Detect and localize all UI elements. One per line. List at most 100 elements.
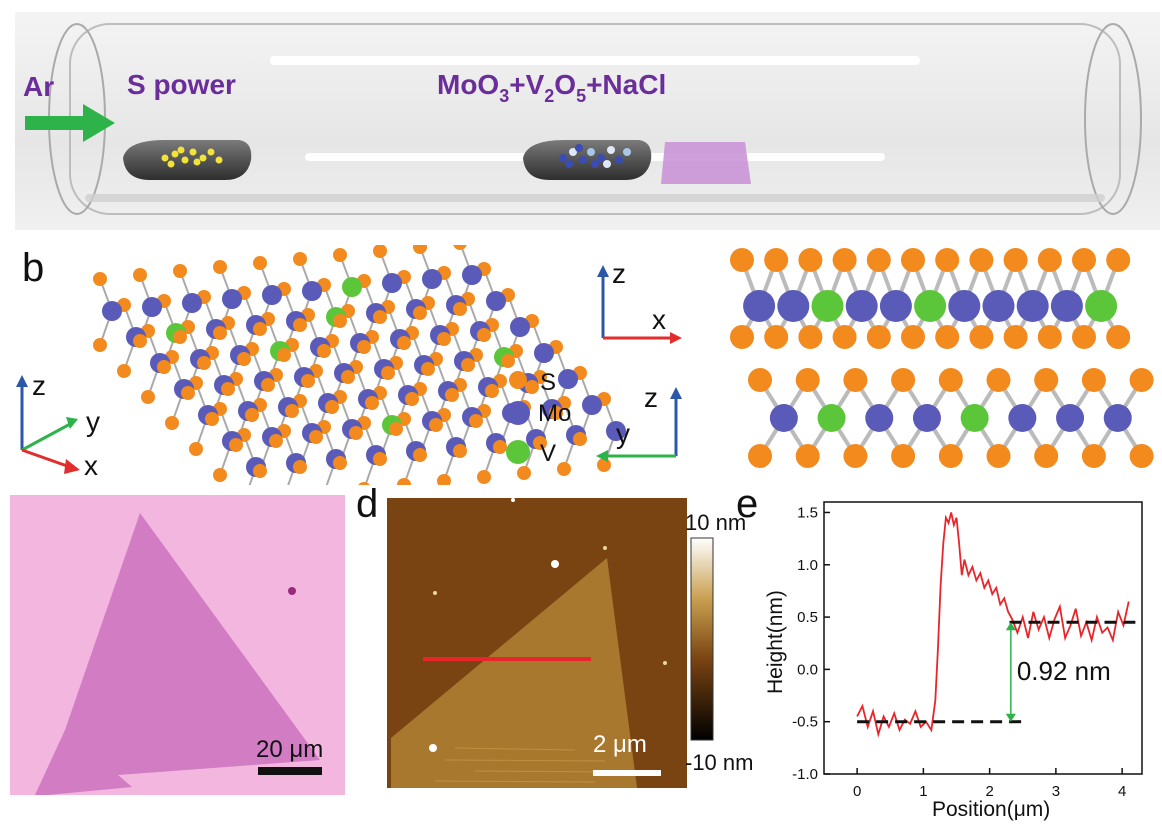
axis-x-label: x bbox=[84, 450, 98, 481]
gas-label: Ar bbox=[23, 71, 54, 102]
atom-s bbox=[891, 368, 916, 392]
atom-s bbox=[557, 462, 571, 476]
atom-mo bbox=[182, 293, 202, 313]
atom-mo bbox=[462, 265, 482, 285]
atom-s bbox=[469, 414, 483, 428]
atom-s bbox=[866, 325, 891, 349]
y-tick-label: 1.0 bbox=[797, 557, 818, 574]
lattice-side-view bbox=[748, 368, 1154, 468]
cvd-tube-illustration: Ar S power MoO3+V2O5+NaCl bbox=[23, 23, 1142, 215]
legend-s: S bbox=[540, 369, 556, 396]
atom-s bbox=[245, 408, 259, 422]
atom-s bbox=[373, 310, 387, 324]
afm-colorbar bbox=[690, 537, 714, 741]
atom-s bbox=[389, 422, 403, 436]
atom-s bbox=[935, 325, 960, 349]
colorbar-max: 10 nm bbox=[685, 510, 746, 535]
panel-label-b: b bbox=[22, 246, 45, 290]
atom-s bbox=[325, 400, 339, 414]
atom-s bbox=[764, 325, 789, 349]
atom-s bbox=[549, 406, 563, 420]
scale-bar-label-d: 2 μm bbox=[593, 731, 647, 758]
atom-s bbox=[1106, 325, 1131, 349]
sulfur-boat bbox=[123, 140, 252, 180]
atom-s bbox=[866, 248, 891, 272]
atom-s bbox=[429, 418, 443, 432]
atom-s bbox=[832, 248, 857, 272]
atom-s bbox=[969, 248, 994, 272]
atom-mo bbox=[510, 317, 530, 337]
atom-s bbox=[453, 302, 467, 316]
atom-s bbox=[285, 404, 299, 418]
atom-s bbox=[573, 432, 587, 446]
atom-s bbox=[533, 436, 547, 450]
atom-s bbox=[1081, 444, 1106, 468]
atom-mo bbox=[1008, 404, 1037, 432]
step-height-arrow bbox=[1005, 622, 1016, 722]
atom-s bbox=[317, 344, 331, 358]
scale-bar-c bbox=[258, 767, 322, 775]
atom-v bbox=[811, 290, 844, 322]
atom-s bbox=[397, 336, 411, 350]
atom-mo bbox=[1056, 404, 1085, 432]
atom-s bbox=[517, 466, 531, 480]
atom-s bbox=[1081, 368, 1106, 392]
atom-s bbox=[333, 456, 347, 470]
atom-s bbox=[173, 264, 187, 278]
atom-s bbox=[938, 368, 963, 392]
scale-bar-label-c: 20 μm bbox=[256, 736, 323, 763]
atom-s bbox=[181, 386, 195, 400]
atom-s bbox=[730, 325, 754, 349]
atom-s bbox=[1003, 325, 1028, 349]
atom-s bbox=[253, 256, 267, 270]
atom-s bbox=[413, 245, 427, 254]
atom-s bbox=[349, 426, 363, 440]
atom-mo bbox=[534, 343, 554, 363]
atom-mo bbox=[582, 395, 602, 415]
axis-top-x-label: x bbox=[652, 304, 666, 335]
atom-s bbox=[453, 245, 467, 250]
atom-s bbox=[309, 430, 323, 444]
atom-s bbox=[748, 444, 772, 468]
atom-s bbox=[365, 396, 379, 410]
lattice-front-view bbox=[730, 248, 1131, 349]
atom-s bbox=[485, 384, 499, 398]
atom-s bbox=[261, 378, 275, 392]
atom-s bbox=[405, 392, 419, 406]
atom-s bbox=[1106, 248, 1131, 272]
panel-c-optical-image: 20 μm bbox=[10, 495, 345, 795]
atom-s bbox=[93, 338, 107, 352]
atom-s bbox=[301, 374, 315, 388]
atom-mo bbox=[912, 404, 941, 432]
atom-mo bbox=[486, 291, 506, 311]
axis-top-z-label: z bbox=[612, 258, 626, 289]
colorbar-min: -10 nm bbox=[685, 750, 753, 775]
gas-flow-arrow bbox=[25, 104, 115, 142]
atom-s bbox=[1129, 444, 1154, 468]
axes-3d-left: z y x bbox=[16, 370, 100, 481]
atom-s bbox=[358, 482, 370, 485]
atom-s bbox=[597, 458, 611, 472]
panel-label-e: e bbox=[736, 482, 759, 526]
atom-s bbox=[795, 444, 820, 468]
scale-bar-d bbox=[593, 770, 661, 776]
x-tick-label: 1 bbox=[919, 783, 927, 800]
panel-d-afm-image: 2 μm 10 nm -10 nm bbox=[387, 498, 753, 788]
atom-s bbox=[1034, 444, 1059, 468]
atom-s bbox=[269, 434, 283, 448]
atom-s bbox=[843, 444, 868, 468]
atom-mo bbox=[948, 290, 981, 322]
atom-s bbox=[477, 328, 491, 342]
atom-s bbox=[445, 388, 459, 402]
atom-s bbox=[501, 354, 515, 368]
atom-s bbox=[798, 325, 823, 349]
atom-s bbox=[891, 444, 916, 468]
axis-side-z-label: z bbox=[644, 382, 658, 413]
atom-s bbox=[205, 412, 219, 426]
atom-s bbox=[413, 448, 427, 462]
atom-s bbox=[764, 248, 789, 272]
y-tick-label: 1.5 bbox=[797, 504, 818, 521]
y-tick-label: -1.0 bbox=[792, 766, 818, 783]
atom-mo bbox=[865, 404, 894, 432]
axis-y-label: y bbox=[86, 406, 100, 437]
